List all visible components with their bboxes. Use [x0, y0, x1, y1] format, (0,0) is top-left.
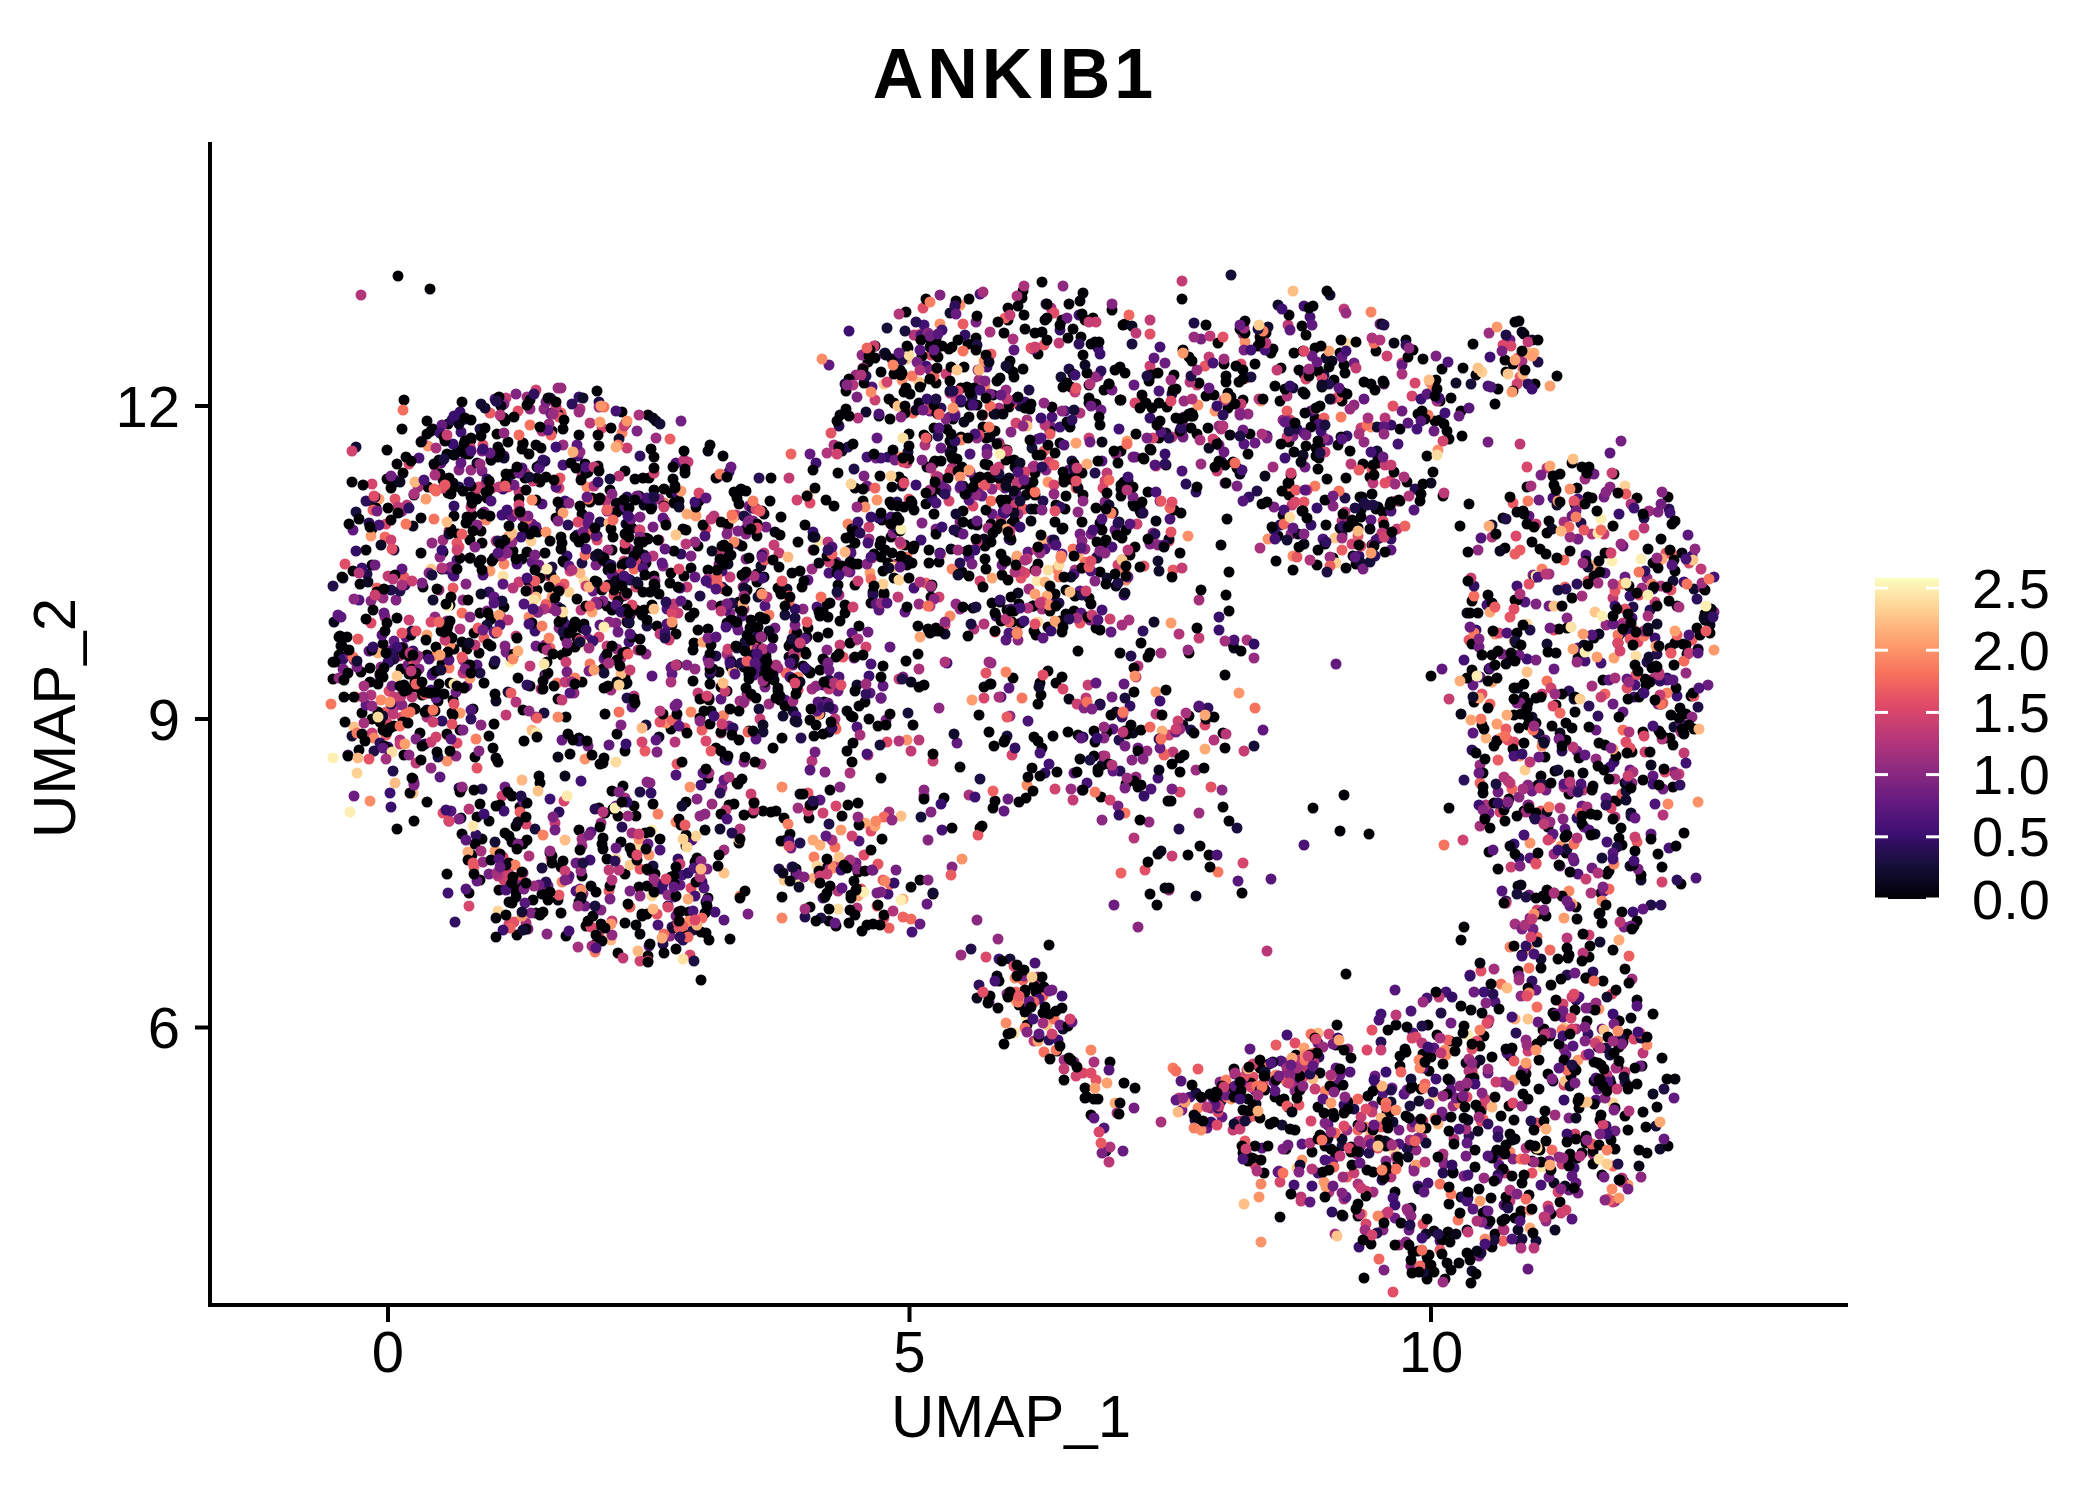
- svg-text:1.5: 1.5: [1972, 681, 2050, 744]
- svg-text:1.0: 1.0: [1972, 743, 2050, 806]
- svg-text:6: 6: [148, 995, 180, 1060]
- svg-text:5: 5: [893, 1319, 925, 1384]
- svg-text:0: 0: [372, 1319, 404, 1384]
- svg-text:UMAP_2: UMAP_2: [21, 598, 88, 838]
- svg-text:0.5: 0.5: [1972, 805, 2050, 868]
- svg-text:0.0: 0.0: [1972, 868, 2050, 931]
- svg-text:2.0: 2.0: [1972, 619, 2050, 682]
- svg-text:ANKIB1: ANKIB1: [873, 35, 1158, 113]
- svg-text:UMAP_1: UMAP_1: [891, 1383, 1131, 1450]
- svg-text:12: 12: [115, 374, 180, 439]
- svg-text:10: 10: [1399, 1319, 1464, 1384]
- svg-text:9: 9: [148, 687, 180, 752]
- svg-text:2.5: 2.5: [1972, 557, 2050, 620]
